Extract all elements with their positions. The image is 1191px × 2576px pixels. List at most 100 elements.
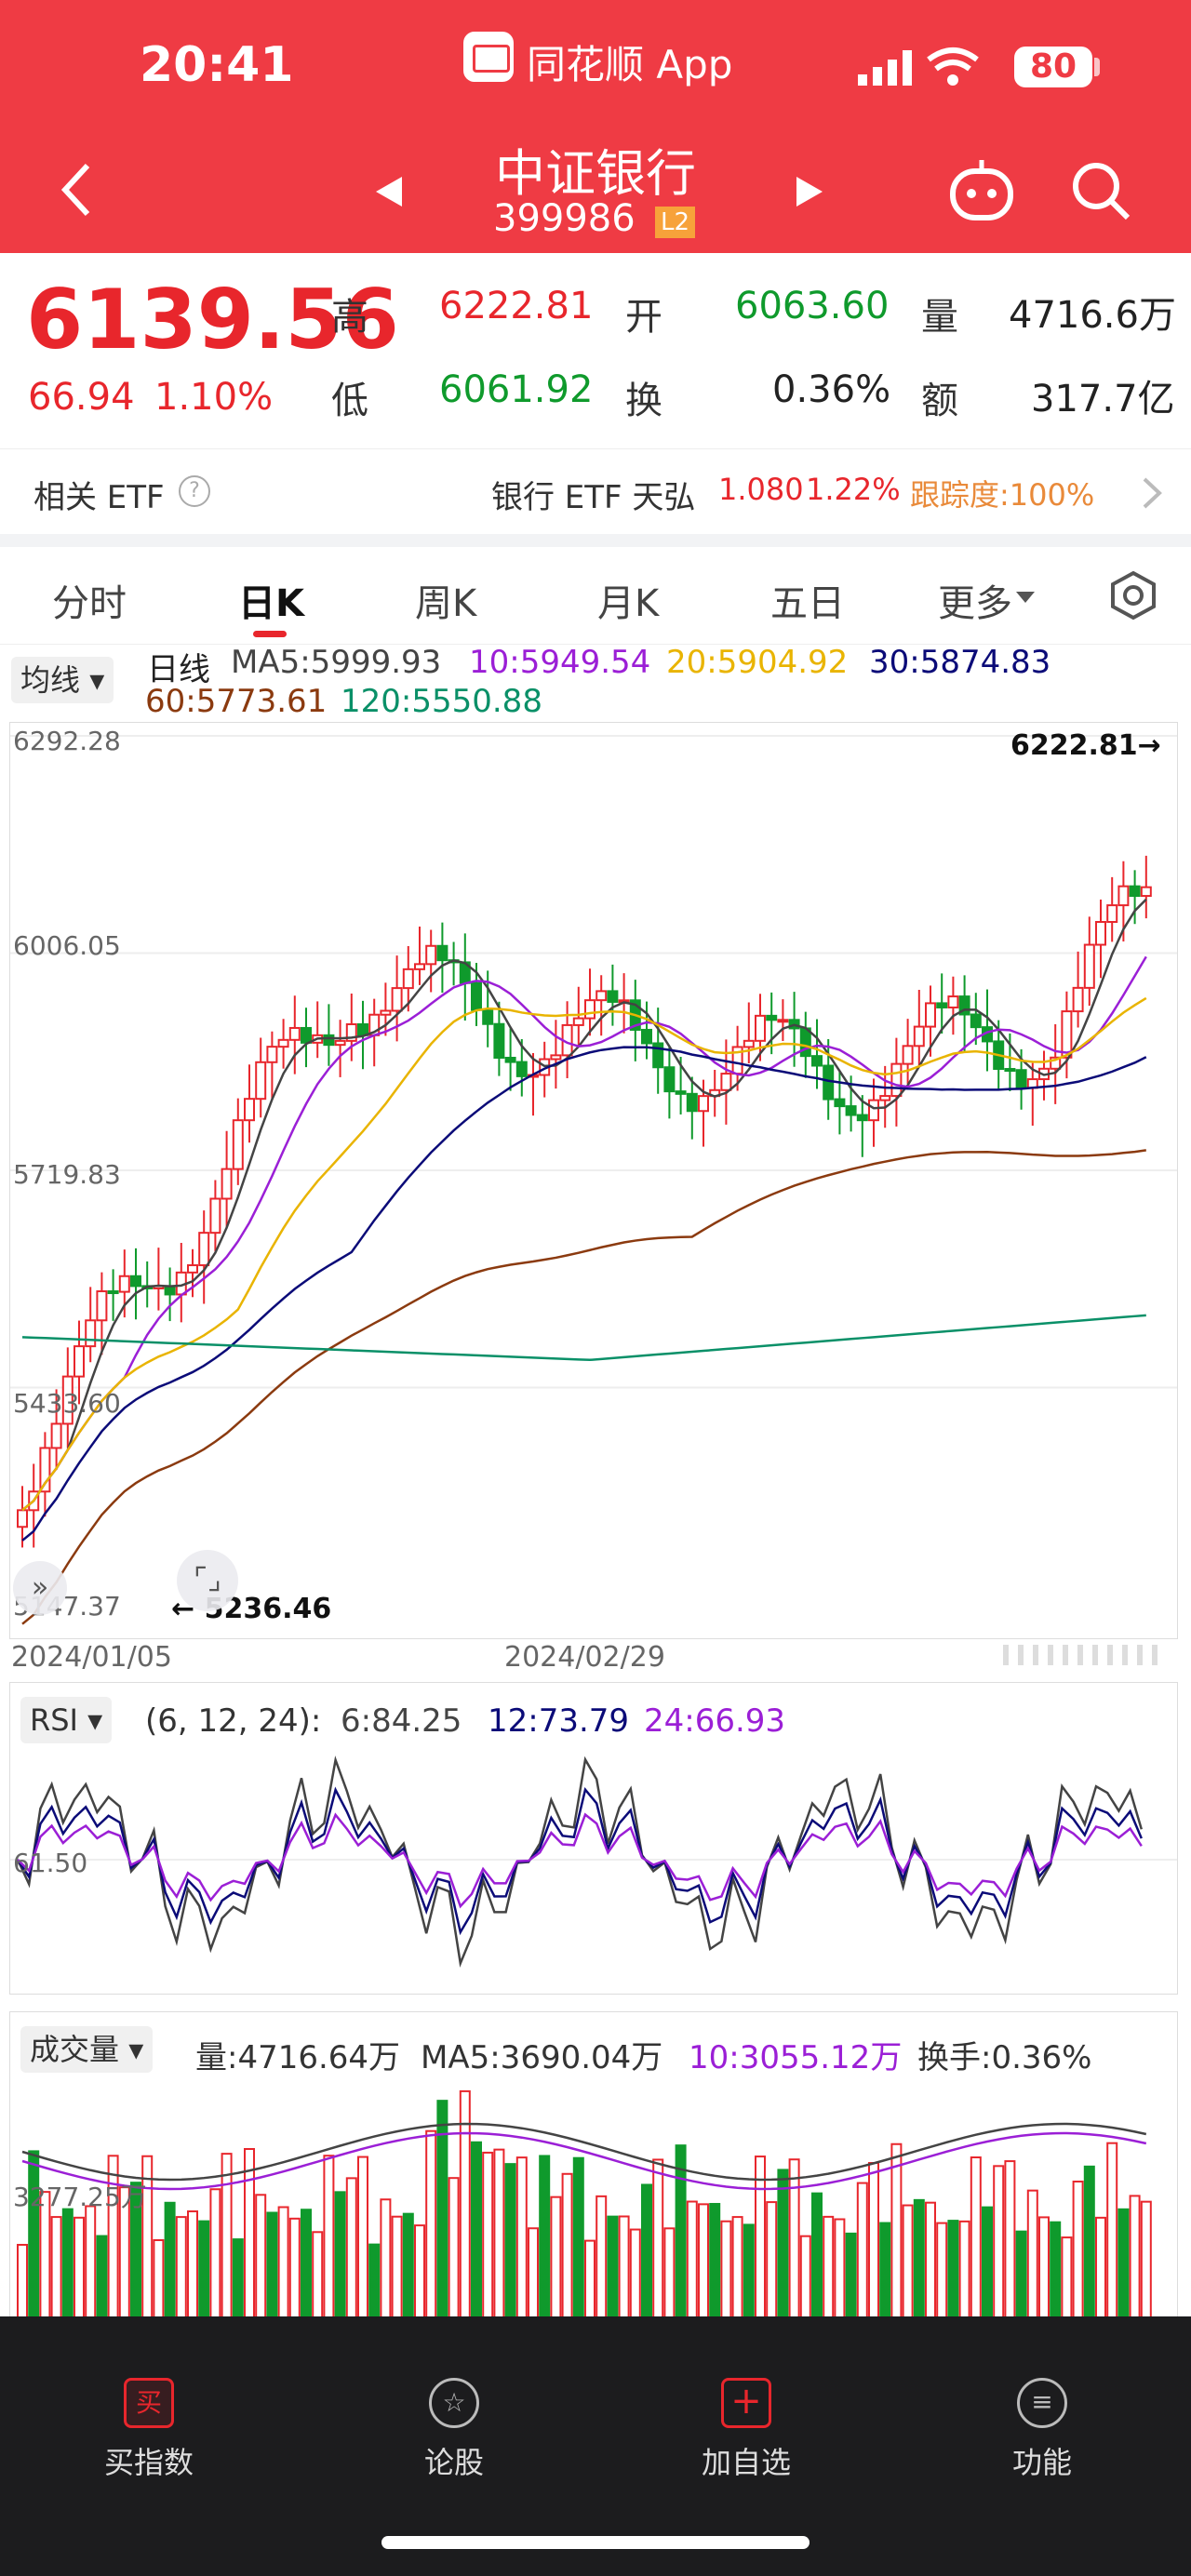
volume-bar: [1015, 2230, 1027, 2320]
volume-bar: [629, 2228, 641, 2320]
candle-body: [74, 1345, 85, 1378]
ma-selector-label: 均线: [20, 662, 81, 698]
volume-bar: [720, 2220, 732, 2320]
tab-daily-k[interactable]: 日K: [238, 582, 304, 625]
status-time: 20:41: [140, 37, 294, 93]
robot-assistant-icon[interactable]: [947, 158, 1016, 223]
volume-bar: [958, 2220, 970, 2320]
volume-bar: [61, 2208, 74, 2321]
candle-body: [607, 990, 619, 1003]
etf-label: 相关 ETF: [33, 479, 165, 516]
candle-body: [868, 1099, 879, 1122]
volume-bar: [755, 2156, 766, 2320]
candle-body: [232, 1119, 244, 1170]
date-start: 2024/01/05: [11, 1641, 172, 1674]
kline-svg: [10, 735, 1177, 1625]
candle-body: [130, 1275, 141, 1288]
ma120-line: [21, 1314, 1146, 1362]
tab-weekly-k[interactable]: 周K: [415, 582, 477, 625]
tab-monthly-k[interactable]: 月K: [597, 582, 660, 625]
low-label: 低: [331, 380, 368, 422]
candle-body: [471, 981, 482, 1011]
add-icon: +: [721, 2378, 771, 2428]
volume-ma5-line: [21, 2122, 1147, 2182]
expand-icon[interactable]: »: [13, 1561, 67, 1615]
volume-bar: [345, 2177, 357, 2320]
candle-body: [686, 1092, 698, 1113]
section-gap: [0, 534, 1191, 547]
turnover-value: 0.36%: [772, 368, 891, 411]
next-stock-icon[interactable]: [791, 173, 828, 210]
volume-bar: [1140, 2200, 1152, 2320]
volume-bar: [221, 2153, 233, 2320]
volume-selector[interactable]: 成交量 ▾: [20, 2026, 154, 2073]
volume-bar: [255, 2194, 267, 2320]
candle-body: [96, 1290, 108, 1322]
help-icon[interactable]: ?: [179, 475, 210, 507]
vol-label: 量: [921, 296, 958, 339]
volume-bar: [698, 2203, 709, 2320]
candle-body: [958, 995, 970, 1016]
y-tick-3: 5719.83: [13, 1159, 121, 1190]
candle-body: [482, 1008, 494, 1025]
volume-bar: [856, 2182, 868, 2320]
tab-more[interactable]: 更多: [938, 582, 1012, 625]
volume-bar: [1106, 2142, 1118, 2320]
candle-body: [323, 1034, 335, 1047]
candle-body: [357, 1022, 368, 1036]
candle-body: [255, 1061, 267, 1101]
tab-five-day[interactable]: 五日: [770, 582, 845, 625]
y-tick-1: 6292.28: [13, 726, 121, 756]
volume-bar: [1061, 2236, 1073, 2321]
candle-body: [402, 968, 414, 990]
nav-add-watchlist[interactable]: + 加自选: [653, 2378, 839, 2482]
volume-bar: [1026, 2189, 1038, 2320]
prev-stock-icon[interactable]: [370, 173, 408, 210]
ma-selector[interactable]: 均线 ▾: [11, 657, 114, 703]
candle-body: [755, 1014, 766, 1042]
nav-functions[interactable]: ≡ 功能: [949, 2378, 1135, 2482]
volume-bar: [528, 2227, 539, 2321]
candle-body: [947, 995, 959, 1008]
back-icon[interactable]: [58, 162, 95, 218]
amount-label: 额: [921, 380, 958, 422]
volume-bar: [1038, 2216, 1050, 2320]
volume-chart[interactable]: [9, 2011, 1178, 2326]
volume-bar: [482, 2151, 494, 2320]
volume-bar: [301, 2209, 312, 2320]
kline-chart[interactable]: [9, 722, 1178, 1639]
caret-down-icon: [1016, 592, 1035, 603]
rsi12-line: [16, 1786, 1143, 1936]
nav-buy-index[interactable]: 买 买指数: [56, 2378, 242, 2482]
volume-bar: [1004, 2160, 1016, 2320]
volume-bar: [993, 2165, 1005, 2320]
period-tabs: 分时 日K 周K 月K 五日 更多: [0, 547, 1191, 645]
volume-bar: [845, 2232, 857, 2320]
battery-icon: 80: [1014, 47, 1092, 87]
search-icon[interactable]: [1070, 160, 1131, 221]
etf-track: 跟踪度:100%: [910, 477, 1095, 513]
candle-body: [652, 1042, 664, 1069]
ma10-value: 10:5949.54: [469, 644, 651, 681]
candle-body: [823, 1064, 835, 1101]
low-value: 6061.92: [439, 368, 594, 411]
volume-bar: [17, 2244, 28, 2320]
candle-body: [856, 1114, 868, 1122]
rsi24-line: [17, 1812, 1143, 1909]
nav-buy-label: 买指数: [103, 2445, 194, 2480]
related-etf-bar[interactable]: 相关 ETF ? 银行 ETF 天弘 1.080 1.22% 跟踪度:100%: [0, 448, 1191, 535]
volume-bar: [868, 2162, 879, 2320]
nav-discuss[interactable]: ☆ 论股: [361, 2378, 547, 2482]
volume-bar: [925, 2201, 936, 2320]
candle-body: [1072, 986, 1084, 1013]
rsi-chart[interactable]: [9, 1682, 1178, 1995]
volume-bar: [799, 2235, 811, 2320]
fullscreen-icon[interactable]: ⌜⌟: [177, 1550, 238, 1611]
candle-body: [720, 1073, 732, 1091]
settings-hex-icon[interactable]: [1107, 569, 1159, 621]
candle-body: [698, 1095, 709, 1113]
tab-intraday[interactable]: 分时: [52, 582, 127, 625]
candle-body: [799, 1027, 811, 1058]
rsi-selector[interactable]: RSI ▾: [20, 1697, 113, 1743]
candle-body: [766, 1014, 778, 1021]
